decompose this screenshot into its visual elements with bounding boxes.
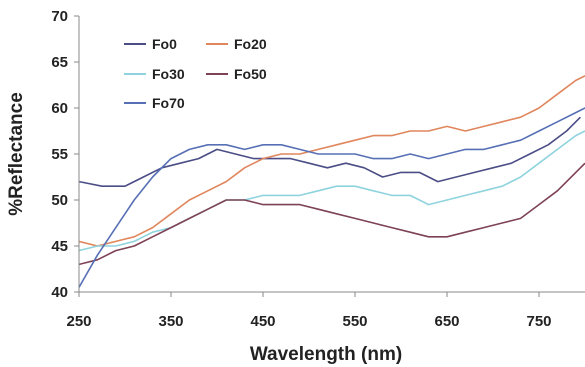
y-axis-title: %Reflectance [6,92,27,216]
y-tick-label: 40 [51,284,68,301]
y-tick-label: 60 [51,100,68,117]
legend-label: Fo50 [234,66,267,82]
y-tick-label: 55 [51,146,68,163]
legend: Fo0 Fo20 Fo30 Fo50 Fo70 [124,36,267,111]
legend-entry-fo70: Fo70 [124,95,185,111]
legend-entry-fo20: Fo20 [206,36,267,52]
x-tick-label: 350 [158,313,183,330]
legend-entry-fo50: Fo50 [206,66,267,82]
series-line-fo30 [79,130,585,252]
legend-label: Fo30 [152,66,185,82]
legend-label: Fo0 [152,36,177,52]
legend-label: Fo20 [234,36,267,52]
y-axis-ticks: 40 45 50 55 60 65 70 [51,8,79,301]
x-tick-label: 550 [342,313,367,330]
series-line-fo0 [79,116,581,187]
x-axis-title: Wavelength (nm) [250,344,402,365]
x-tick-label: 250 [66,313,91,330]
x-tick-label: 750 [526,313,551,330]
y-tick-label: 45 [51,238,68,255]
series-line-fo50 [79,162,585,266]
series-lines [79,75,585,288]
x-axis-ticks: 250 350 450 550 650 750 [66,292,552,330]
series-line-fo70 [79,107,585,288]
legend-label: Fo70 [152,95,185,111]
series-line-fo20 [79,75,585,247]
legend-entry-fo0: Fo0 [124,36,177,52]
y-tick-label: 65 [51,54,68,71]
legend-entry-fo30: Fo30 [124,66,185,82]
y-tick-label: 50 [51,192,68,209]
y-tick-label: 70 [51,8,68,25]
x-tick-label: 450 [250,313,275,330]
x-tick-label: 650 [434,313,459,330]
